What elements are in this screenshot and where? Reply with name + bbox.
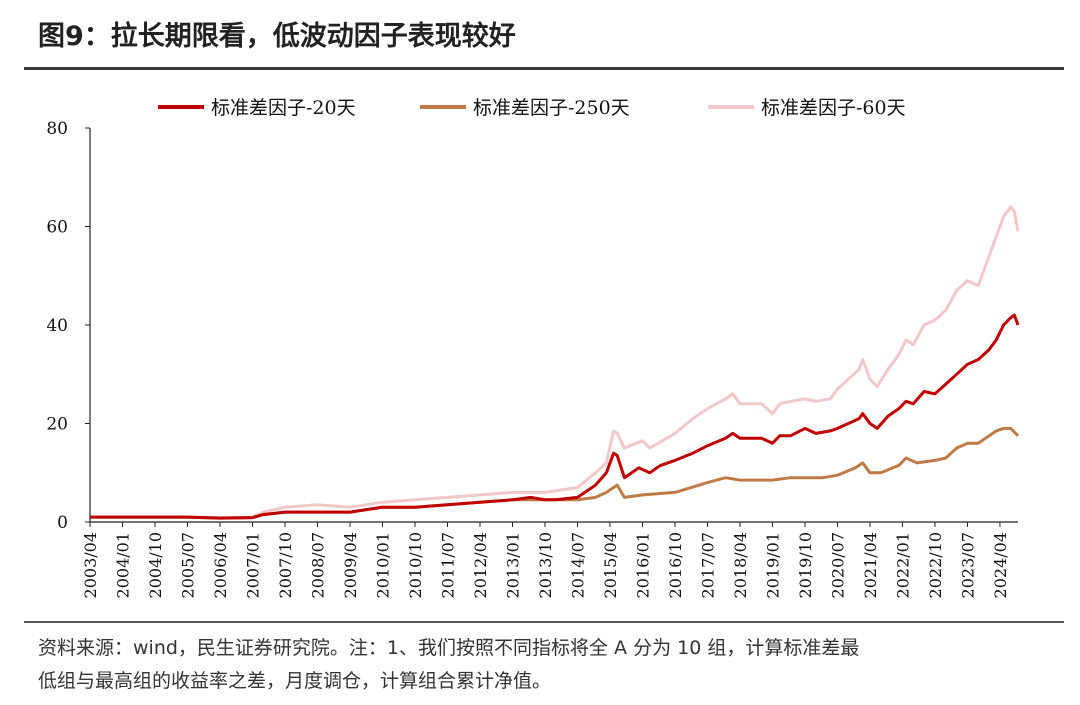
x-tick-label: 2004/01 (113, 532, 132, 598)
y-tick-label: 80 (46, 119, 68, 139)
series-line (90, 205, 1020, 520)
y-tick-label: 20 (46, 415, 68, 435)
y-tick-label: 0 (57, 513, 68, 533)
x-tick-label: 2009/04 (341, 532, 360, 598)
x-tick-label: 2010/10 (406, 532, 425, 598)
x-tick-label: 2013/01 (503, 532, 522, 598)
x-tick-label: 2003/04 (81, 532, 100, 598)
x-tick-label: 2012/04 (471, 532, 490, 598)
x-tick-label: 2019/10 (796, 532, 815, 598)
source-note-line-2: 低组与最高组的收益率之差，月度调仓，计算组合累计净值。 (38, 670, 552, 692)
x-tick-label: 2008/07 (308, 532, 327, 598)
x-tick-label: 2017/07 (698, 532, 717, 598)
x-tick-label: 2010/01 (373, 532, 392, 598)
footer-divider (24, 621, 1064, 623)
series-layer (90, 205, 1020, 520)
x-tick-label: 2016/01 (633, 532, 652, 598)
title-divider (24, 67, 1064, 70)
legend: 标准差因子-20天 标准差因子-250天 标准差因子-60天 (158, 97, 906, 119)
x-tick-label: 2007/10 (276, 532, 295, 598)
x-tick-label: 2006/04 (211, 532, 230, 598)
x-tick-label: 2004/10 (146, 532, 165, 598)
line-chart: 标准差因子-20天 标准差因子-250天 标准差因子-60天 0 20 40 60 80 20… (46, 97, 1020, 598)
x-tick-label: 2023/07 (958, 532, 977, 598)
x-tick-label: 2005/07 (178, 532, 197, 598)
y-tick-label: 60 (46, 218, 68, 238)
legend-label: 标准差因子-60天 (761, 97, 906, 119)
x-tick-label: 2024/04 (991, 532, 1010, 598)
x-tick-label: 2013/10 (536, 532, 555, 598)
y-tick-label: 40 (46, 316, 68, 336)
x-tick-label: 2007/01 (243, 532, 262, 598)
page-title: 图9：拉长期限看，低波动因子表现较好 (38, 21, 516, 52)
chart-axes: 0 20 40 60 80 2003/04 2004/01 2004/10 2005/07 200… (46, 119, 1018, 598)
source-note-line-1: 资料来源：wind，民生证券研究院。注：1、我们按照不同指标将全 A 分为 10… (38, 637, 860, 659)
legend-label: 标准差因子-20天 (211, 97, 356, 119)
x-tick-label: 2016/10 (666, 532, 685, 598)
series-line (90, 313, 1020, 520)
x-tick-label: 2022/10 (926, 532, 945, 598)
x-tick-label: 2018/04 (731, 532, 750, 598)
series-line (90, 426, 1020, 520)
x-tick-label: 2014/07 (568, 532, 587, 598)
x-tick-label: 2015/04 (601, 532, 620, 598)
legend-label: 标准差因子-250天 (473, 97, 630, 119)
x-tick-label: 2011/07 (438, 532, 457, 598)
x-tick-label: 2020/07 (828, 532, 847, 598)
x-tick-label: 2021/04 (861, 532, 880, 598)
x-tick-label: 2019/01 (763, 532, 782, 598)
x-tick-label: 2022/01 (893, 532, 912, 598)
